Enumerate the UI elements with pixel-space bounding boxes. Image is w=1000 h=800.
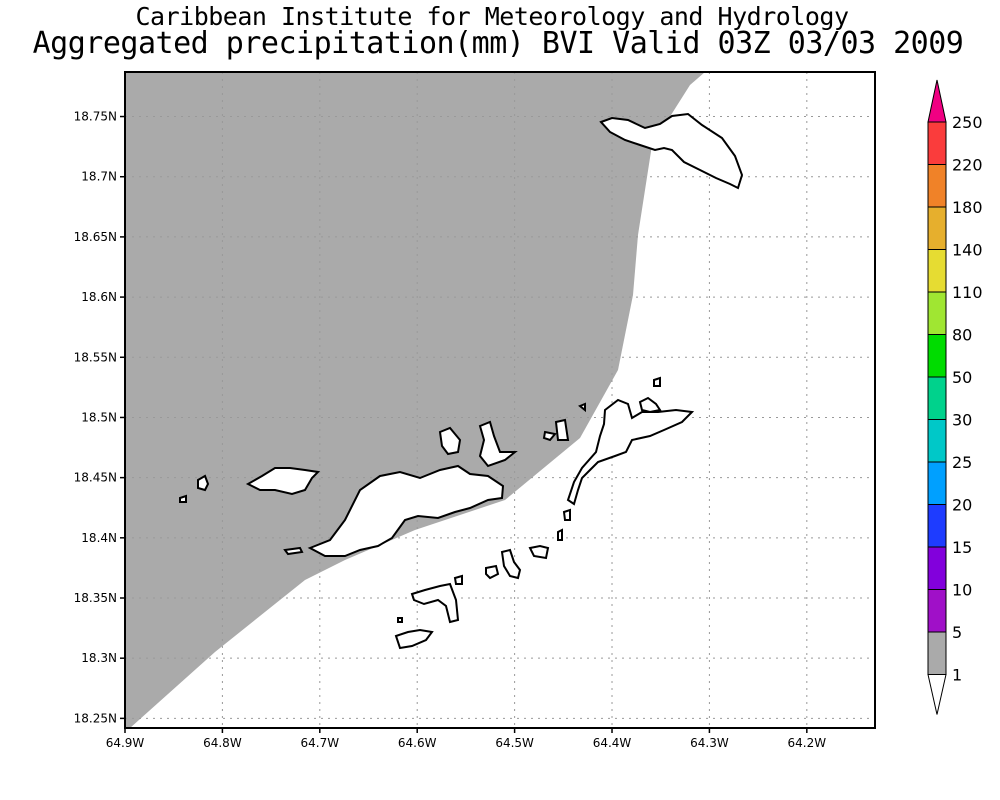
lon-tick-label: 64.6W [398, 736, 437, 750]
colorbar-level-label: 30 [952, 411, 972, 430]
island-tortola [307, 464, 505, 557]
colorbar-segment [927, 334, 947, 378]
lon-tick-label: 64.7W [301, 736, 340, 750]
island-small [542, 430, 557, 442]
lat-tick-label: 18.35N [74, 591, 117, 605]
longitude-tick-labels: 64.9W 64.8W 64.7W 64.6W 64.5W 64.4W 64.3W 64.2W [106, 736, 827, 750]
island-small [438, 426, 462, 456]
chart-subtitle: Aggregated precipitation(mm) BVI Valid 0… [32, 26, 964, 61]
latitude-tick-labels: 18.75N 18.7N 18.65N 18.6N 18.55N 18.5N 18.45N 1… [74, 110, 117, 726]
colorbar-level-label: 220 [952, 156, 983, 175]
colorbar-level-label: 5 [952, 623, 962, 642]
lat-tick-label: 18.65N [74, 230, 117, 244]
colorbar-level-label: 80 [952, 326, 972, 345]
lat-tick-label: 18.6N [81, 290, 117, 304]
lat-tick-label: 18.4N [81, 531, 117, 545]
lat-tick-label: 18.45N [74, 471, 117, 485]
colorbar-segment [927, 631, 947, 675]
colorbar-level-label: 15 [952, 538, 972, 557]
islands [179, 112, 744, 650]
colorbar-segment [927, 461, 947, 505]
island-virgin-gorda [566, 398, 695, 506]
island-small [478, 420, 518, 468]
colorbar-segment [927, 164, 947, 208]
island-small [653, 376, 661, 387]
colorbar-segment [927, 504, 947, 548]
colorbar-level-label: 1 [952, 666, 962, 685]
lon-tick-label: 64.4W [593, 736, 632, 750]
colorbar-level-label: 180 [952, 198, 983, 217]
precip-shaded-region [125, 72, 705, 728]
island-small [578, 402, 586, 413]
colorbar-segment [927, 376, 947, 420]
colorbar-level-label: 140 [952, 241, 983, 260]
lon-tick-label: 64.2W [788, 736, 827, 750]
lat-tick-label: 18.75N [74, 110, 117, 124]
colorbar-level-label: 10 [952, 581, 972, 600]
colorbar-level-label: 50 [952, 368, 972, 387]
island-anegada [599, 112, 744, 190]
map-frame [124, 71, 876, 729]
chart-title: Caribbean Institute for Meteorology and … [135, 2, 849, 31]
island-small [557, 528, 563, 541]
colorbar-segment [927, 206, 947, 250]
lat-tick-label: 18.3N [81, 651, 117, 665]
colorbar-segment [927, 249, 947, 293]
gridlines [120, 72, 875, 733]
island-west-islet [179, 494, 187, 503]
island-small [397, 617, 403, 623]
island-small [453, 574, 463, 585]
colorbar-level-label: 25 [952, 453, 972, 472]
colorbar-level-label: 110 [952, 283, 983, 302]
colorbar-top-arrow [927, 79, 947, 123]
island-small [562, 508, 571, 521]
colorbar-segment [927, 546, 947, 590]
colorbar-level-label: 250 [952, 113, 983, 132]
lon-tick-label: 64.3W [690, 736, 729, 750]
island-small [485, 564, 500, 580]
colorbar-segment [927, 589, 947, 633]
lon-tick-label: 64.5W [495, 736, 534, 750]
island-jost-van-dyke [245, 467, 321, 496]
colorbar-level-label: 20 [952, 496, 972, 515]
island-small [283, 546, 304, 556]
colorbar: 250 220 180 140 110 80 50 30 25 20 15 10 5 1 [927, 79, 983, 715]
island-small [410, 582, 460, 624]
lat-tick-label: 18.7N [81, 170, 117, 184]
island-small [528, 544, 550, 560]
lat-tick-label: 18.25N [74, 711, 117, 725]
colorbar-bottom-arrow [927, 674, 947, 715]
island-small [500, 548, 522, 580]
lon-tick-label: 64.9W [106, 736, 145, 750]
island-small [554, 418, 570, 441]
colorbar-segment [927, 419, 947, 463]
lat-tick-label: 18.55N [74, 350, 117, 364]
island-west-islet [197, 474, 210, 492]
colorbar-segment [927, 291, 947, 335]
lat-tick-label: 18.5N [81, 410, 117, 424]
colorbar-segment [927, 121, 947, 165]
lon-tick-label: 64.8W [203, 736, 242, 750]
island-small [394, 628, 434, 650]
island-small [638, 396, 662, 414]
